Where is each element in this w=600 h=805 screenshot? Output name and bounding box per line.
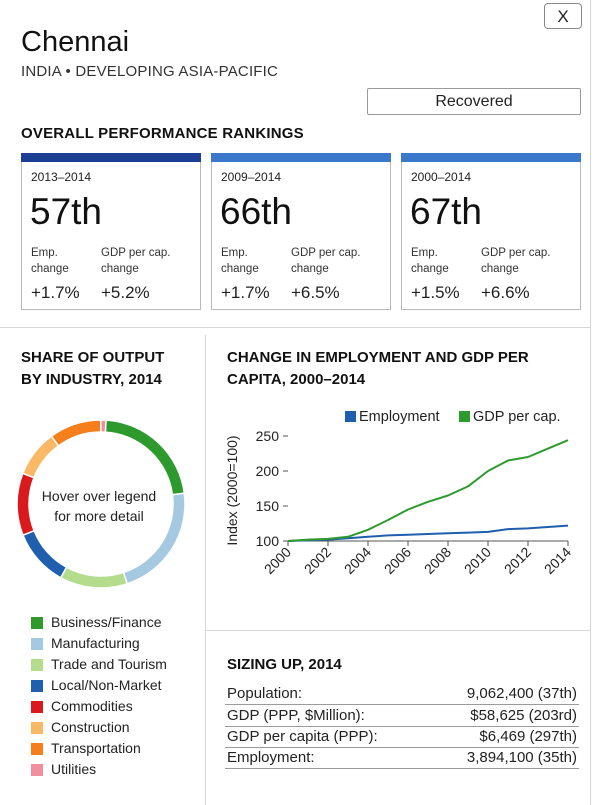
- emp-change-value: +1.7%: [31, 283, 80, 302]
- share-of-output-heading: SHARE OF OUTPUT BY INDUSTRY, 2014: [21, 349, 165, 388]
- ranking-value: 57th: [30, 191, 103, 232]
- sizing-value: $58,625 (203rd): [470, 707, 577, 724]
- rankings-heading: OVERALL PERFORMANCE RANKINGS: [21, 125, 304, 142]
- legend-swatch: [31, 701, 43, 713]
- legend-swatch: [31, 617, 43, 629]
- legend-swatch: [31, 659, 43, 671]
- status-badge: Recovered: [367, 88, 581, 115]
- sizing-label: GDP (PPP, $Million):: [227, 707, 365, 724]
- ranking-card-bar: [211, 153, 391, 162]
- sizing-row-population: Population: 9,062,400 (37th): [225, 683, 579, 705]
- legend-label: Manufacturing: [51, 635, 140, 651]
- legend-label: Local/Non-Market: [51, 677, 162, 693]
- ranking-value: 66th: [220, 191, 293, 232]
- gdp-change-value: +5.2%: [101, 283, 150, 302]
- x-tick-label: 2014: [541, 544, 574, 577]
- ranking-value: 67th: [410, 191, 483, 232]
- city-title: Chennai: [21, 26, 130, 58]
- chart-legend-label: GDP per cap.: [473, 409, 561, 425]
- sizing-value: 3,894,100 (35th): [466, 749, 577, 766]
- section-divider: [0, 327, 591, 328]
- gdp-change-label: GDP per cap. change: [101, 247, 171, 275]
- x-tick-label: 2006: [381, 544, 414, 577]
- emp-change-value: +1.5%: [411, 283, 460, 302]
- emp-change-label: Emp. change: [31, 247, 69, 275]
- ranking-card-bar: [401, 153, 581, 162]
- emp-change-value: +1.7%: [221, 283, 270, 302]
- sizing-row-gdp-per-capita: GDP per capita (PPP): $6,469 (297th): [225, 726, 579, 748]
- ranking-period: 2013–2014: [31, 170, 92, 184]
- chart-legend: Employment GDP per cap.: [345, 409, 561, 425]
- legend-swatch: [31, 638, 43, 650]
- sizing-label: GDP per capita (PPP):: [227, 728, 378, 745]
- ranking-period: 2000–2014: [411, 170, 472, 184]
- ranking-card-bar: [21, 153, 201, 162]
- sizing-value: $6,469 (297th): [479, 728, 577, 745]
- donut-slice-transportation: [50, 419, 102, 447]
- x-tick-label: 2010: [461, 544, 494, 577]
- region-subtitle: INDIA • DEVELOPING ASIA-PACIFIC: [21, 63, 279, 80]
- legend-swatch: [31, 743, 43, 755]
- gdp-change-label: GDP per cap. change: [481, 247, 551, 275]
- y-tick-label: 200: [256, 463, 280, 479]
- sizing-divider: [205, 630, 591, 631]
- industry-donut-chart: [16, 419, 186, 589]
- sizing-row-employment: Employment: 3,894,100 (35th): [225, 747, 579, 769]
- donut-hint: Hover over legend for more detail: [41, 488, 157, 524]
- y-tick-label: 100: [256, 533, 280, 549]
- ranking-card-2009-2014: 2009–2014 66th Emp. change GDP per cap. ch…: [211, 153, 391, 310]
- series-line-gdp-per-cap: [287, 439, 569, 542]
- x-tick-label: 2008: [421, 544, 454, 577]
- x-tick-label: 2012: [501, 544, 534, 577]
- emp-change-label: Emp. change: [411, 247, 449, 275]
- sizing-label: Population:: [227, 685, 303, 702]
- legend-label: Transportation: [51, 740, 141, 756]
- donut-slice-local-non-market: [22, 529, 68, 579]
- y-tick-label: 250: [256, 428, 280, 444]
- sizing-heading: SIZING UP, 2014: [227, 656, 342, 673]
- column-divider: [205, 335, 206, 805]
- gdp-change-value: +6.5%: [291, 283, 340, 302]
- close-button[interactable]: X: [544, 3, 582, 29]
- legend-swatch: [31, 680, 43, 692]
- change-chart-heading: CHANGE IN EMPLOYMENT AND GDP PER CAPITA, …: [227, 349, 529, 388]
- donut-slice-trade-and-tourism: [59, 566, 129, 589]
- gdp-change-label: GDP per cap. change: [291, 247, 361, 275]
- donut-slice-utilities: [100, 419, 107, 433]
- y-axis-label: Index (2000=100): [224, 435, 240, 545]
- x-tick-label: 2002: [301, 544, 334, 577]
- legend-label: Utilities: [51, 761, 97, 777]
- gdp-change-value: +6.6%: [481, 283, 530, 302]
- ranking-card-2013-2014: 2013–2014 57th Emp. change GDP per cap. ch…: [21, 153, 201, 310]
- sizing-value: 9,062,400 (37th): [466, 685, 577, 702]
- emp-change-label: Emp. change: [221, 247, 259, 275]
- y-tick-label: 150: [256, 498, 280, 514]
- legend-label: Commodities: [51, 698, 133, 714]
- sizing-row-gdp: GDP (PPP, $Million): $58,625 (203rd): [225, 705, 579, 727]
- ranking-card-2000-2014: 2000–2014 67th Emp. change GDP per cap. ch…: [401, 153, 581, 310]
- legend-label: Business/Finance: [51, 614, 162, 630]
- x-tick-label: 2004: [341, 544, 374, 577]
- legend-label: Trade and Tourism: [51, 656, 167, 672]
- chart-legend-swatch: [459, 411, 470, 422]
- chart-legend-label: Employment: [359, 409, 440, 425]
- ranking-period: 2009–2014: [221, 170, 282, 184]
- sizing-label: Employment:: [227, 749, 315, 766]
- legend-label: Construction: [51, 719, 130, 735]
- donut-slice-construction: [21, 435, 60, 479]
- donut-slice-business-finance: [104, 419, 186, 496]
- legend-swatch: [31, 722, 43, 734]
- legend-swatch: [31, 764, 43, 776]
- employment-gdp-line-chart: Employment GDP per cap. 100 150 200 250 Index …: [224, 409, 574, 577]
- chart-legend-swatch: [345, 411, 356, 422]
